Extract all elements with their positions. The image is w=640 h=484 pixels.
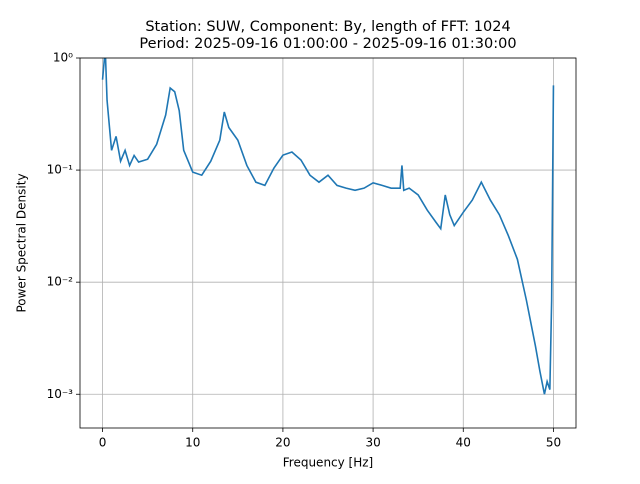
x-tick-label: 20 [275,436,290,450]
y-tick-label: 10⁰ [53,51,73,65]
y-tick-label: 10⁻³ [47,387,74,401]
x-tick-label: 10 [185,436,200,450]
chart-subtitle: Period: 2025-09-16 01:00:00 - 2025-09-16… [139,36,516,52]
y-tick-label: 10⁻² [47,275,74,289]
data-line [101,58,555,395]
plot-frame [79,57,577,429]
x-tick-label: 30 [365,436,380,450]
y-tick-label: 10⁻¹ [47,163,74,177]
x-tick-label: 50 [546,436,561,450]
y-axis-label: Power Spectral Density [15,173,29,312]
x-tick-label: 40 [456,436,471,450]
x-axis-label: Frequency [Hz] [283,456,374,470]
x-tick-label: 0 [99,436,107,450]
chart-title: Station: SUW, Component: By, length of F… [145,19,510,35]
